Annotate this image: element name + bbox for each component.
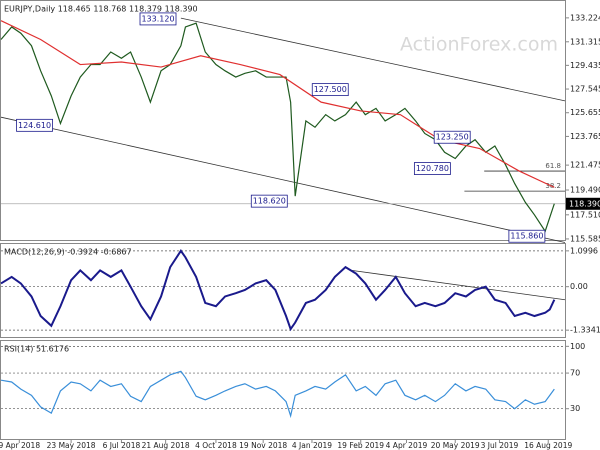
channel-line — [180, 17, 566, 102]
annotation-box — [250, 194, 288, 208]
y-tick-label: 133.224 — [570, 13, 600, 22]
annotation-box — [139, 12, 177, 26]
channel-line — [351, 269, 566, 301]
x-tick-label: 9 Apr 2018 — [0, 441, 40, 450]
panel-title: EURJPY,Daily 118.465 118.768 118.379 118… — [4, 5, 198, 14]
y-tick-label: 125.655 — [570, 108, 600, 117]
y-tick-label: 30 — [570, 404, 580, 413]
annotation-box — [508, 229, 546, 243]
fib-label: 61.8 — [545, 162, 561, 170]
annotation: 115.860 — [510, 232, 543, 241]
annotation: 124.610 — [18, 121, 51, 130]
x-tick-label: 4 Jan 2019 — [292, 441, 332, 450]
series-line — [0, 370, 555, 419]
panel-title: RSI(14) 51.6176 — [4, 345, 69, 354]
y-tick-label: 131.315 — [570, 37, 600, 46]
x-tick-label: 6 Jul 2018 — [103, 441, 141, 450]
annotation-box — [433, 130, 471, 144]
annotation: 133.120 — [141, 14, 174, 23]
y-tick-label: 117.510 — [570, 210, 600, 219]
rsi-panel — [0, 340, 566, 440]
y-tick-label: 129.435 — [570, 61, 600, 70]
x-tick-label: 16 Aug 2019 — [524, 441, 572, 450]
x-tick-label: 3 Jul 2019 — [481, 441, 519, 450]
annotation-box — [16, 118, 53, 132]
x-tick-label: 4 Apr 2019 — [386, 441, 428, 450]
y-tick-label: 119.490 — [570, 185, 600, 194]
last-price-box — [566, 197, 600, 210]
series-line — [0, 22, 555, 233]
annotation-box — [311, 83, 349, 97]
y-tick-label: 123.765 — [570, 132, 600, 141]
annotation-box — [413, 162, 451, 175]
y-tick-label: -1.3341 — [570, 326, 600, 335]
x-tick-label: 23 May 2018 — [47, 441, 96, 450]
series-line — [0, 249, 556, 332]
y-tick-label: 127.545 — [570, 85, 600, 94]
channel-line — [0, 116, 566, 243]
price-panel — [0, 0, 566, 241]
y-tick-label: 0.00 — [570, 282, 588, 291]
annotation: 120.780 — [416, 164, 449, 173]
annotation: 123.250 — [436, 133, 469, 142]
annotation: 118.620 — [253, 197, 286, 206]
x-tick-label: 20 May 2019 — [431, 441, 480, 450]
x-tick-label: 19 Nov 2018 — [239, 441, 287, 450]
y-tick-label: 100 — [570, 342, 585, 351]
series-line — [0, 20, 555, 188]
y-tick-label: 70 — [570, 369, 580, 378]
y-tick-label: 1.0996 — [570, 246, 598, 255]
fib-label: 38.2 — [545, 182, 561, 190]
x-tick-label: 21 Aug 2018 — [142, 441, 190, 450]
annotation: 127.500 — [314, 85, 347, 94]
last-price-label: 118.390 — [569, 199, 600, 208]
x-tick-label: 4 Oct 2018 — [195, 441, 237, 450]
y-tick-label: 115.585 — [570, 234, 600, 243]
y-tick-label: 121.475 — [570, 161, 600, 170]
macd-panel — [0, 243, 566, 338]
x-tick-label: 19 Feb 2019 — [337, 441, 384, 450]
watermark: ActionForex.com — [400, 34, 558, 56]
panel-title: MACD(12,26,9) -0.3924 -0.6867 — [4, 248, 132, 257]
